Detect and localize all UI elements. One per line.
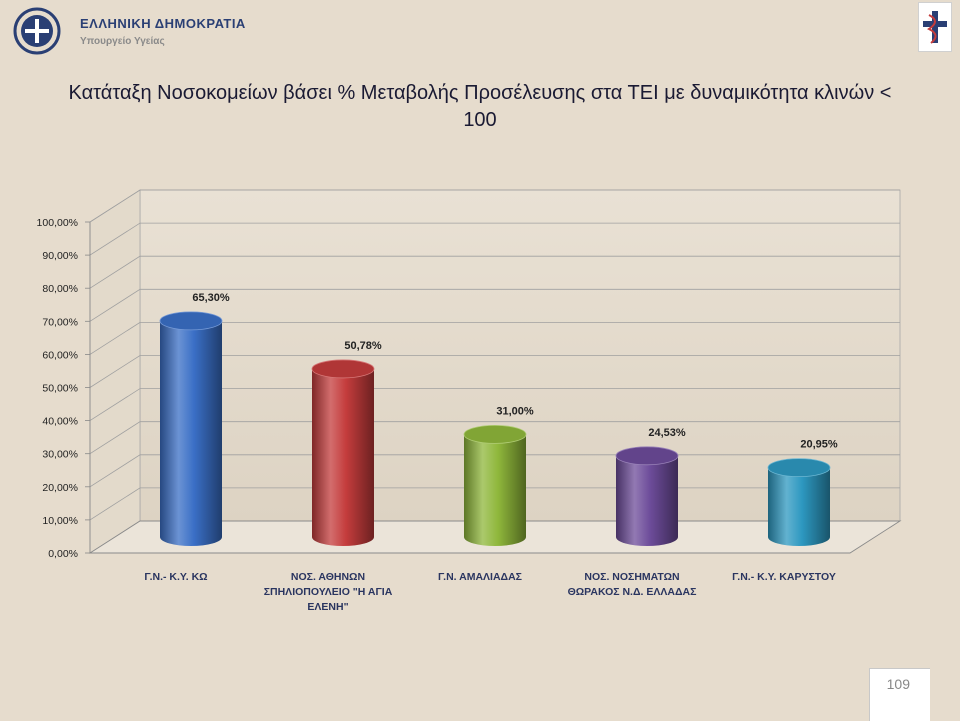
data-label: 20,95% (800, 439, 838, 451)
y-tick-label: 100,00% (37, 217, 78, 229)
ministry-name: Υπουργείο Υγείας (80, 36, 165, 47)
y-tick-label: 20,00% (42, 482, 78, 494)
bar (767, 458, 831, 546)
bar-body (768, 467, 830, 546)
y-tick-label: 40,00% (42, 416, 78, 428)
page-number-box (869, 668, 930, 721)
y-tick-label: 80,00% (42, 283, 78, 295)
x-category-label: ΕΛΕΝΗ" (307, 601, 348, 613)
bar-top (615, 446, 679, 466)
bar-body (464, 434, 526, 546)
gridline (89, 255, 900, 289)
x-category-label: Γ.Ν. ΑΜΑΛΙΑΔΑΣ (438, 571, 522, 583)
bar (463, 424, 527, 546)
greek-emblem-icon (13, 7, 61, 55)
gridline (89, 189, 900, 223)
data-label: 65,30% (192, 292, 230, 304)
data-label: 24,53% (648, 427, 686, 439)
x-category-label: ΣΠΗΛΙΟΠΟΥΛΕΙΟ "Η ΑΓΙΑ (264, 586, 393, 598)
bar-body (616, 455, 678, 546)
gridline (89, 421, 900, 455)
bar (159, 311, 223, 546)
health-logo-icon (918, 2, 952, 52)
bar-top (463, 424, 527, 444)
y-tick-label: 60,00% (42, 349, 78, 361)
y-tick-label: 10,00% (42, 515, 78, 527)
gridline (89, 388, 900, 421)
x-category-label: ΝΟΣ. ΑΘΗΝΩΝ (291, 571, 365, 583)
y-tick-label: 0,00% (48, 548, 78, 560)
y-tick-label: 30,00% (42, 449, 78, 461)
x-category-label: Γ.Ν.- Κ.Υ. ΚΑΡΥΣΤΟΥ (732, 571, 836, 583)
y-tick-label: 50,00% (42, 383, 78, 395)
bar-top (311, 359, 375, 379)
gridline (89, 222, 900, 256)
gridline (89, 321, 900, 355)
bar-top (767, 458, 831, 478)
bar (615, 446, 679, 546)
y-tick-label: 90,00% (42, 250, 78, 262)
gridline (89, 288, 900, 322)
x-category-label: ΘΩΡΑΚΟΣ Ν.Δ. ΕΛΛΑΔΑΣ (568, 586, 697, 598)
org-name: ΕΛΛΗΝΙΚΗ ΔΗΜΟΚΡΑΤΙΑ (80, 16, 246, 31)
x-category-label: ΝΟΣ. ΝΟΣΗΜΑΤΩΝ (584, 571, 679, 583)
data-label: 31,00% (496, 405, 534, 417)
bar-top (159, 311, 223, 331)
bar-body (160, 320, 222, 546)
x-category-label: Γ.Ν.- Κ.Υ. ΚΩ (144, 571, 207, 583)
data-label: 50,78% (344, 340, 382, 352)
bar (311, 359, 375, 546)
gridline (89, 355, 900, 388)
y-tick-label: 70,00% (42, 316, 78, 328)
chart-title: Κατάταξη Νοσοκομείων βάσει % Μεταβολής Π… (68, 82, 892, 131)
page-number: 109 (886, 676, 910, 692)
bar-body (312, 368, 374, 546)
